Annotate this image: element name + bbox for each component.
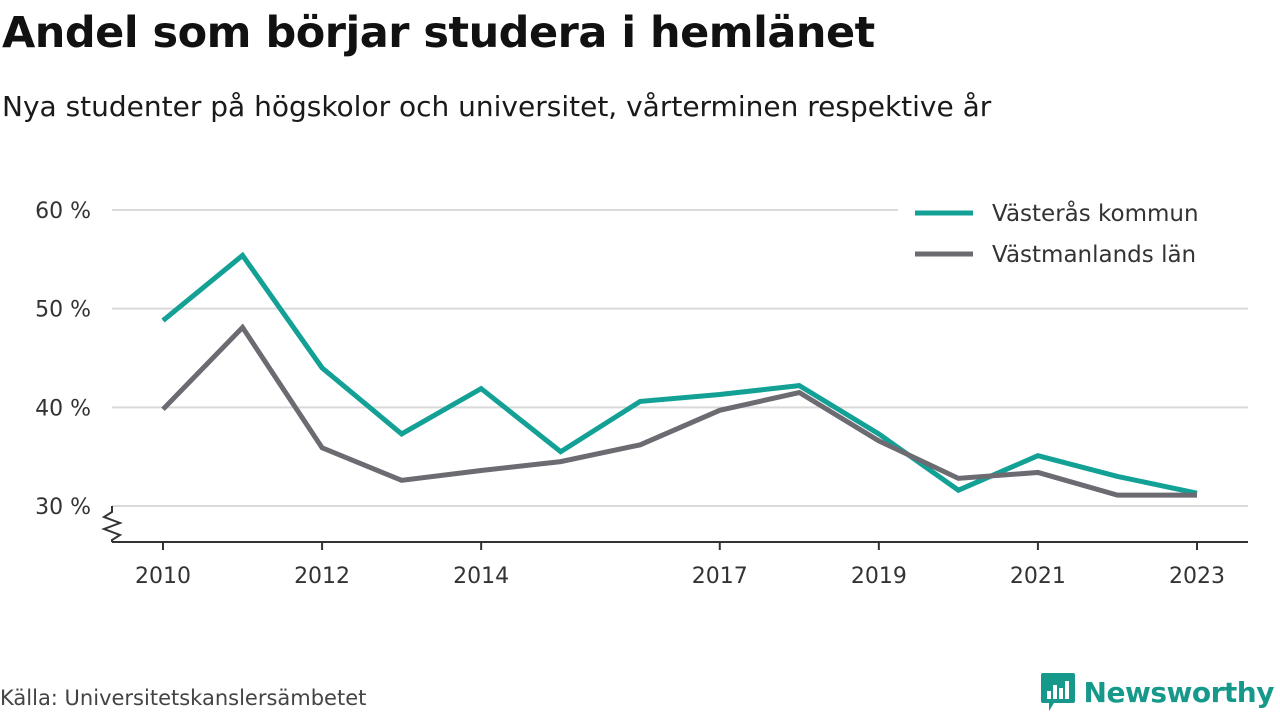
y-axis-break-marker	[101, 506, 123, 542]
x-tick-label: 2019	[851, 564, 907, 589]
legend-label: Västerås kommun	[992, 199, 1199, 227]
y-tick-label: 60 %	[35, 199, 91, 224]
x-tick-label: 2010	[135, 564, 191, 589]
axes: 30 % 40 % 50 % 60 % 2010 2012 2014 2017 2019 2021…	[35, 199, 1248, 589]
series-line-2	[161, 323, 1197, 498]
x-tick-label: 2023	[1169, 564, 1225, 589]
page-title: Andel som börjar studera i hemlänet	[2, 8, 875, 58]
x-tick-label: 2017	[692, 564, 748, 589]
x-tick-label: 2014	[453, 564, 509, 589]
source-note: Källa: Universitetskanslersämbetet	[0, 686, 367, 710]
y-tick-label: 30 %	[35, 495, 91, 520]
y-tick-label: 40 %	[35, 396, 91, 421]
legend-label: Västmanlands län	[992, 242, 1196, 268]
y-tick-label: 50 %	[35, 298, 91, 323]
page-subtitle: Nya studenter på högskolor och universit…	[2, 90, 992, 123]
legend: Västerås kommun Västmanlands län	[898, 193, 1248, 272]
brand-name: Newsworthy	[1083, 675, 1275, 709]
newsworthy-logo-icon	[1040, 673, 1075, 711]
series-line-1	[161, 251, 1198, 496]
x-tick-label: 2012	[294, 564, 350, 589]
brand[interactable]: Newsworthy	[1040, 672, 1275, 712]
x-tick-label: 2021	[1010, 564, 1066, 589]
series-lines	[161, 251, 1198, 498]
